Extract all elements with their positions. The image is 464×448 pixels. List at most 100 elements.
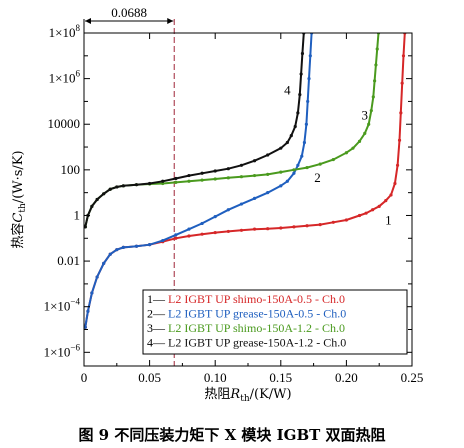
series-point-1 <box>389 193 393 197</box>
series-point-2 <box>213 215 217 219</box>
series-point-2 <box>148 243 152 247</box>
series-point-3 <box>174 180 178 184</box>
y-tick-label: 100 <box>61 162 81 177</box>
series-line-4 <box>84 33 305 228</box>
series-point-4 <box>285 140 289 145</box>
series-group: 1 2 3 4 <box>84 33 407 329</box>
series-point-2 <box>121 245 125 249</box>
series-point-4 <box>252 159 257 163</box>
y-tick-label: 1×10−6 <box>44 342 81 359</box>
series-point-4 <box>90 204 94 208</box>
series-point-1 <box>384 199 388 203</box>
series-point-4 <box>121 184 125 188</box>
series-point-1 <box>226 229 230 234</box>
marker-label: 0.0688 <box>111 5 147 20</box>
series-point-2 <box>102 261 106 265</box>
series-point-4 <box>213 169 217 173</box>
series-point-1 <box>377 204 381 208</box>
series-point-2 <box>304 122 308 126</box>
x-tick-label: 0.10 <box>204 370 227 385</box>
curve-number-3: 3 <box>362 108 369 123</box>
x-tick-label: 0 <box>81 370 88 385</box>
series-point-4 <box>134 183 139 187</box>
axes: 0 0.05 0.10 0.15 0.20 0.251×1081×106100001001… <box>44 23 424 385</box>
y-axis-title: 热容Cth/(W·s/K) <box>10 150 28 248</box>
series-point-3 <box>351 146 355 150</box>
series-point-4 <box>84 225 87 229</box>
series-point-2 <box>95 275 99 279</box>
series-point-3 <box>292 168 296 172</box>
curve-number-1: 1 <box>385 213 392 228</box>
y-tick-label: 1×106 <box>49 69 81 86</box>
marker-arrow-left <box>85 18 91 24</box>
series-point-3 <box>318 162 322 166</box>
x-tick-label: 0.05 <box>138 370 161 385</box>
axis-titles: 热阻Rth/(K/W) 热容Cth/(W·s/K) <box>10 150 292 404</box>
series-point-2 <box>252 196 257 200</box>
series-2 <box>84 33 314 329</box>
series-point-1 <box>393 181 397 186</box>
series-point-1 <box>187 234 191 238</box>
series-point-3 <box>344 151 348 155</box>
series-point-4 <box>289 134 293 138</box>
series-point-1 <box>213 230 217 235</box>
series-point-2 <box>90 291 94 295</box>
series-point-3 <box>374 63 378 67</box>
series-point-4 <box>298 92 302 97</box>
series-point-4 <box>108 187 112 191</box>
x-tick-label: 0.20 <box>335 370 358 385</box>
series-point-2 <box>307 77 311 81</box>
series-point-2 <box>108 252 112 256</box>
series-4 <box>84 33 306 229</box>
series-point-4 <box>174 176 178 181</box>
series-point-1 <box>399 111 403 115</box>
series-point-2 <box>296 163 300 167</box>
series-point-3 <box>331 157 335 162</box>
series-point-4 <box>102 192 106 196</box>
series-point-3 <box>200 178 204 182</box>
series-point-3 <box>187 179 191 183</box>
series-line-3 <box>84 33 380 228</box>
series-point-3 <box>252 173 257 178</box>
legend: 1— L2 IGBT UP shimo-150A-0.5 - Ch.02— L2… <box>142 289 408 355</box>
marker-arrow-right <box>167 18 174 24</box>
series-point-3 <box>161 181 165 186</box>
x-tick-label: 0.15 <box>269 370 292 385</box>
legend-box <box>142 289 408 355</box>
series-point-1 <box>400 81 404 85</box>
series-point-2 <box>161 238 165 243</box>
series-point-2 <box>84 325 87 329</box>
series-point-4 <box>161 179 165 183</box>
series-point-4 <box>266 153 270 157</box>
series-point-1 <box>174 236 178 240</box>
series-point-3 <box>239 175 244 179</box>
series-point-2 <box>134 244 139 248</box>
series-point-1 <box>401 54 406 58</box>
series-point-1 <box>395 163 400 167</box>
series-point-3 <box>213 177 217 181</box>
series-point-3 <box>357 139 362 143</box>
series-point-1 <box>364 211 368 215</box>
series-point-4 <box>226 167 230 171</box>
series-point-2 <box>285 179 289 183</box>
series-point-4 <box>296 111 300 115</box>
series-line-1 <box>84 33 406 328</box>
series-point-2 <box>306 99 310 104</box>
series-point-4 <box>300 51 305 56</box>
series-point-2 <box>300 154 304 158</box>
series-point-1 <box>318 222 322 227</box>
y-tick-label: 10000 <box>48 116 81 131</box>
series-point-3 <box>373 79 377 83</box>
series-point-4 <box>148 181 152 186</box>
series-point-4 <box>200 171 204 175</box>
series-point-4 <box>115 185 119 189</box>
series-point-2 <box>239 202 244 206</box>
series-point-3 <box>367 122 371 126</box>
series-point-2 <box>226 208 230 212</box>
y-tick-label: 1×10−4 <box>44 297 81 314</box>
series-point-2 <box>279 184 283 188</box>
series-point-1 <box>344 218 348 222</box>
y-tick-label: 1×108 <box>49 23 81 40</box>
series-point-3 <box>375 47 379 51</box>
